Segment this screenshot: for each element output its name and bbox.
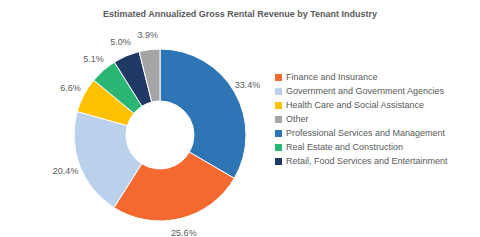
html-text:Health Care and Social Assista: Health Care and Social Assistance <box>286 100 425 110</box>
svg-text:5.1%: 5.1% <box>83 54 104 64</box>
html-text:Other: Other <box>286 114 309 124</box>
html-text:Retail, Food Services and Ente: Retail, Food Services and Entertainment <box>286 156 448 166</box>
svg-text:6.6%: 6.6% <box>60 83 81 93</box>
svg-text:33.4%: 33.4% <box>235 80 261 90</box>
svg-text:20.4%: 20.4% <box>53 166 79 176</box>
html-text:Estimated Annualized Gross Ren: Estimated Annualized Gross Rental Revenu… <box>103 9 377 19</box>
svg-text:25.6%: 25.6% <box>171 228 197 237</box>
html-text:Professional Services and Mana: Professional Services and Management <box>286 128 446 138</box>
svg-text:3.9%: 3.9% <box>137 30 158 40</box>
html-text:Real Estate and Construction: Real Estate and Construction <box>286 142 404 152</box>
html-text:Government and Government Agen: Government and Government Agencies <box>286 86 445 96</box>
svg-text:5.0%: 5.0% <box>110 37 131 47</box>
html-text:Finance and Insurance: Finance and Insurance <box>286 72 378 82</box>
